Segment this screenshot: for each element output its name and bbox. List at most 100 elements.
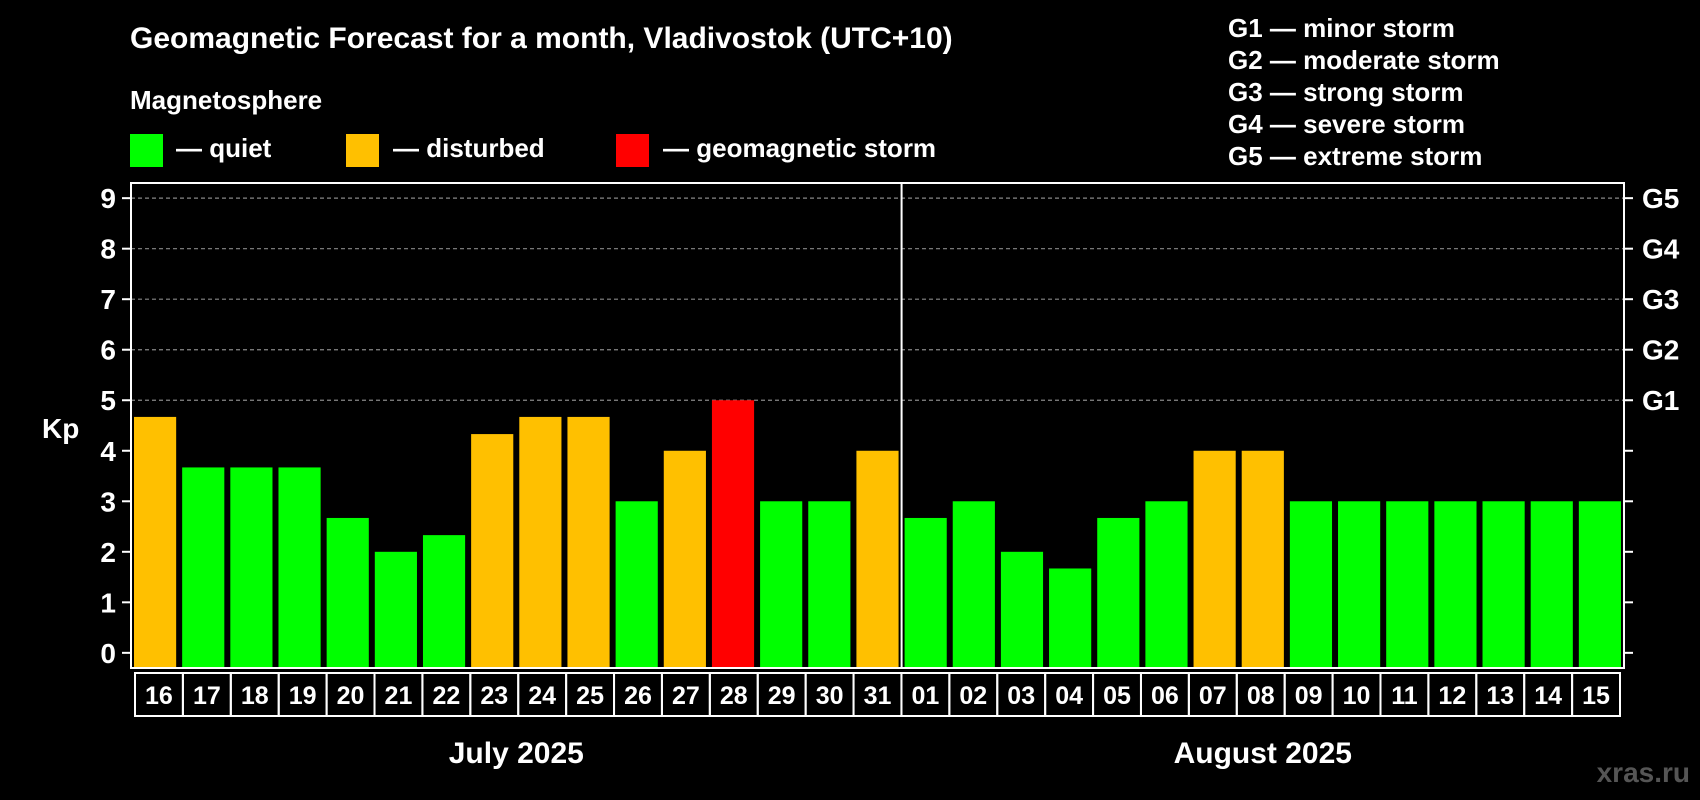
bar-6-21: [374, 551, 417, 668]
bar-15-30: [808, 501, 851, 668]
bar-28-12: [1434, 501, 1477, 668]
grid-lines: [131, 197, 1624, 401]
storm-scale-legend: G1 — minor storm G2 — moderate storm G3 …: [1228, 13, 1500, 171]
storm-scale-g3: G3 — strong storm: [1228, 77, 1463, 107]
bar-14-29: [760, 501, 803, 668]
day-label-11: 26: [624, 682, 652, 710]
storm-scale-g2: G2 — moderate storm: [1228, 45, 1500, 75]
storm-scale-g4: G4 — severe storm: [1228, 109, 1465, 139]
bar-10-25: [567, 416, 610, 668]
day-label-13: 28: [720, 682, 748, 710]
y-tick-label-2: 2: [100, 537, 116, 568]
day-label-31: 15: [1582, 682, 1610, 710]
bar-2-17: [182, 467, 225, 668]
day-label-20: 04: [1055, 682, 1083, 710]
day-label-26: 10: [1343, 682, 1371, 710]
bar-7-22: [422, 535, 466, 668]
bar-20-04: [1049, 568, 1092, 668]
storm-level-label-g2: G2: [1642, 335, 1679, 366]
legend-label-disturbed: — disturbed: [393, 133, 545, 163]
day-label-25: 09: [1295, 682, 1323, 710]
y-tick-label-3: 3: [100, 486, 116, 517]
day-label-5: 20: [337, 682, 365, 710]
bar-13-28: [711, 400, 755, 668]
day-label-1: 16: [145, 682, 173, 710]
storm-scale-g1: G1 — minor storm: [1228, 13, 1455, 43]
month-label-1: July 2025: [449, 737, 584, 770]
bar-24-08: [1241, 450, 1284, 668]
bar-8-23: [471, 434, 514, 668]
bar-17-01: [904, 517, 947, 668]
bar-1-16: [134, 416, 177, 668]
day-label-30: 14: [1534, 682, 1562, 710]
storm-level-label-g5: G5: [1642, 183, 1679, 214]
legend-item-storm: — geomagnetic storm: [616, 133, 936, 167]
legend-item-disturbed: — disturbed: [346, 133, 545, 167]
bar-9-24: [519, 416, 562, 668]
y-tick-label-8: 8: [100, 234, 116, 265]
bar-23-07: [1193, 450, 1236, 668]
bar-30-14: [1530, 501, 1573, 668]
day-label-10: 25: [576, 682, 604, 710]
day-label-14: 29: [768, 682, 796, 710]
day-label-8: 23: [480, 682, 508, 710]
bar-31-15: [1578, 501, 1621, 668]
day-label-16: 31: [864, 682, 892, 710]
bar-27-11: [1386, 501, 1429, 668]
bar-5-20: [326, 517, 369, 668]
plot-frame: [130, 182, 1625, 669]
bar-11-26: [615, 501, 658, 668]
legend-swatch-quiet: [130, 134, 163, 167]
y-tick-label-4: 4: [100, 436, 116, 467]
day-label-21: 05: [1103, 682, 1131, 710]
bar-21-05: [1097, 517, 1140, 668]
y-tick-label-5: 5: [100, 385, 116, 416]
storm-scale-g5: G5 — extreme storm: [1228, 141, 1482, 171]
y-tick-label-9: 9: [100, 183, 116, 214]
bars: [134, 400, 1621, 668]
bar-16-31: [856, 450, 899, 668]
day-label-23: 07: [1199, 682, 1227, 710]
y-tick-label-1: 1: [100, 587, 116, 618]
day-label-17: 01: [911, 682, 939, 710]
day-label-28: 12: [1438, 682, 1466, 710]
day-label-2: 17: [193, 682, 221, 710]
y-tick-label-7: 7: [100, 284, 116, 315]
day-label-4: 19: [289, 682, 317, 710]
y-tick-label-0: 0: [100, 638, 116, 669]
day-label-22: 06: [1151, 682, 1179, 710]
day-label-18: 02: [959, 682, 987, 710]
chart-title: Geomagnetic Forecast for a month, Vladiv…: [130, 22, 953, 55]
day-label-19: 03: [1007, 682, 1035, 710]
bar-26-10: [1338, 501, 1381, 668]
storm-level-label-g3: G3: [1642, 284, 1679, 315]
storm-level-label-g1: G1: [1642, 385, 1679, 416]
y-tick-label-6: 6: [100, 335, 116, 366]
y-axis-label: Kp: [42, 413, 79, 444]
legend-label-storm: — geomagnetic storm: [663, 133, 936, 163]
legend-swatch-storm: [616, 134, 649, 167]
day-label-29: 13: [1486, 682, 1514, 710]
bar-25-09: [1289, 501, 1333, 668]
axes: [122, 182, 1633, 717]
legend-item-quiet: — quiet: [130, 133, 272, 167]
day-label-24: 08: [1247, 682, 1275, 710]
legend-heading: Magnetosphere: [130, 85, 322, 115]
day-label-27: 11: [1391, 682, 1418, 710]
day-label-6: 21: [385, 682, 413, 710]
bar-4-19: [278, 467, 321, 668]
legend-label-quiet: — quiet: [176, 133, 272, 163]
day-label-7: 22: [432, 682, 460, 710]
bar-18-02: [952, 501, 995, 668]
bar-3-18: [230, 467, 273, 668]
storm-level-label-g4: G4: [1642, 234, 1680, 265]
watermark: xras.ru: [1597, 757, 1690, 788]
day-label-3: 18: [241, 682, 269, 710]
month-label-2: August 2025: [1174, 737, 1352, 770]
bar-12-27: [663, 450, 706, 668]
day-label-15: 30: [816, 682, 844, 710]
bar-29-13: [1482, 501, 1525, 668]
day-box-31: [1571, 672, 1622, 717]
